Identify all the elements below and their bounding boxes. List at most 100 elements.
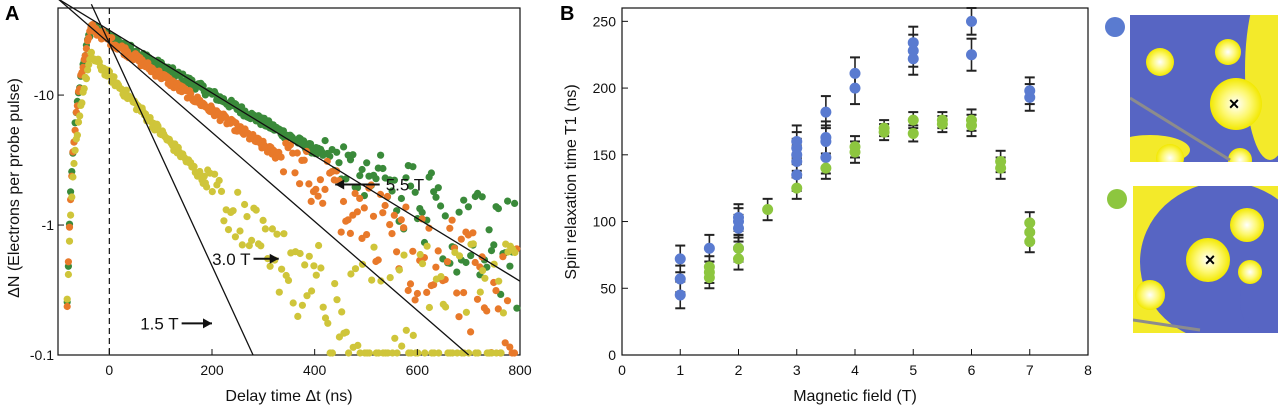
panel-a-point-1-213 bbox=[333, 167, 341, 175]
panel-b-point-1-13 bbox=[907, 114, 919, 126]
panel-a-point-1-193 bbox=[286, 141, 294, 149]
panel-a-point-1-239 bbox=[393, 248, 401, 256]
panel-a-point-1-285 bbox=[499, 253, 507, 261]
panel-a-point-1-274 bbox=[473, 295, 482, 303]
panel-a-x-tick-label-1: 200 bbox=[200, 362, 224, 378]
panel-a-point-1-268 bbox=[460, 289, 468, 297]
panel-a-point-2-238 bbox=[465, 349, 473, 357]
panel-b-point-1-12 bbox=[907, 127, 919, 139]
panel-a-annotation-2: 1.5 T bbox=[140, 314, 178, 333]
panel-b-y-tick-label-1: 50 bbox=[600, 280, 616, 296]
panel-a-point-2-138 bbox=[234, 188, 242, 196]
panel-a-point-2-139 bbox=[236, 227, 244, 235]
panel-a-ticks: 0 200 400 600 800 -10 -1 -0.1 bbox=[30, 87, 532, 378]
panel-a-point-2-253 bbox=[499, 309, 507, 317]
panel-a-point-2-134 bbox=[224, 226, 233, 234]
panel-a-point-1-0 bbox=[63, 302, 71, 311]
panel-a-point-2-53 bbox=[122, 86, 130, 94]
panel-a-point-1-287 bbox=[503, 297, 512, 305]
panel-b-point-1-21 bbox=[1024, 226, 1036, 238]
panel-a-point-1-273 bbox=[471, 258, 479, 267]
panel-a-point-2-9 bbox=[73, 131, 81, 139]
panel-a-point-0-262 bbox=[397, 194, 405, 203]
panel-a-fit-line-1 bbox=[58, 0, 470, 356]
panel-a-point-2-15 bbox=[80, 85, 88, 93]
panel-a-point-2-149 bbox=[259, 216, 267, 224]
panel-a-point-0-279 bbox=[437, 202, 445, 210]
panel-a-point-2-192 bbox=[358, 260, 367, 268]
panel-b-point-1-15 bbox=[936, 114, 948, 126]
panel-a-point-2-175 bbox=[319, 303, 327, 311]
panel-a-point-2-217 bbox=[416, 250, 424, 259]
panel-a-point-2-258 bbox=[511, 248, 519, 257]
panel-a-point-2-3 bbox=[67, 211, 75, 219]
panel-a-point-2-187 bbox=[347, 270, 355, 278]
panel-a-point-2-158 bbox=[280, 230, 288, 238]
panel-a-y-tick-label-2: -0.1 bbox=[30, 347, 54, 363]
panel-a-point-2-137 bbox=[231, 233, 239, 241]
panel-a-point-1-17 bbox=[82, 45, 90, 53]
panel-a-annotations: 5.5 T 3.0 T 1.5 T bbox=[140, 176, 424, 334]
panel-a-arrowhead-1 bbox=[269, 253, 279, 264]
panel-a-point-1-197 bbox=[296, 180, 304, 188]
panel-a-point-0-308 bbox=[504, 197, 512, 205]
panel-b-point-1-5 bbox=[762, 204, 774, 216]
panel-a-point-2-169 bbox=[305, 252, 313, 260]
panel-a-point-2-183 bbox=[338, 308, 346, 316]
panel-a-point-2-157 bbox=[278, 265, 286, 273]
panel-a-point-2-11 bbox=[76, 112, 84, 120]
panel-a-point-0-290 bbox=[462, 258, 470, 267]
panel-a-point-1-283 bbox=[494, 305, 502, 313]
panel-a-point-2-127 bbox=[208, 188, 216, 196]
panel-a-point-1-208 bbox=[321, 185, 329, 193]
panel-a-point-0-302 bbox=[490, 241, 498, 249]
panel-b-point-1-4 bbox=[733, 242, 744, 254]
panel-a-point-2-180 bbox=[331, 280, 339, 288]
panel-a-point-0-309 bbox=[506, 262, 514, 270]
panel-a-point-2-128 bbox=[211, 170, 219, 178]
green-dot-marker bbox=[1107, 189, 1127, 209]
panel-a-y-tick-label-1: -1 bbox=[42, 217, 55, 233]
panel-b-point-0-19 bbox=[907, 53, 919, 65]
panel-a-point-2-200 bbox=[377, 277, 385, 285]
panel-a-point-2-42 bbox=[110, 73, 118, 81]
panel-b-y-title: Spin relaxation time T1 (ns) bbox=[563, 84, 580, 279]
panel-a-point-1-255 bbox=[430, 281, 438, 289]
panel-a-fit-line-0 bbox=[58, 0, 521, 282]
panel-b-points bbox=[674, 7, 1036, 310]
panel-a-point-2-172 bbox=[312, 271, 320, 279]
panel-a-point-0-292 bbox=[467, 252, 475, 260]
panel-a-point-2-210 bbox=[400, 251, 408, 259]
panel-a-x-tick-label-0: 0 bbox=[105, 362, 113, 378]
panel-a-point-2-17 bbox=[82, 75, 90, 83]
panel-a-point-1-222 bbox=[353, 208, 361, 216]
panel-a-point-1-202 bbox=[307, 197, 315, 205]
panel-a-point-0-253 bbox=[377, 151, 385, 159]
panel-b-point-1-3 bbox=[733, 253, 744, 265]
panel-a-point-1-266 bbox=[455, 313, 463, 321]
panel-b-point-0-0 bbox=[674, 289, 686, 301]
panel-a-point-0-264 bbox=[402, 174, 410, 182]
panel-b-x-tick-label-2: 2 bbox=[735, 362, 743, 378]
panel-a-point-0-251 bbox=[372, 175, 380, 183]
panel-a-point-2-122 bbox=[200, 172, 208, 180]
panel-a-point-2-130 bbox=[215, 176, 223, 185]
panel-b-point-0-25 bbox=[1024, 85, 1036, 97]
panel-a-point-1-242 bbox=[400, 224, 408, 232]
panel-a-point-1-272 bbox=[469, 229, 477, 237]
panel-a-point-0-258 bbox=[388, 187, 396, 195]
panel-a-point-2-4 bbox=[68, 193, 76, 201]
panel-b-letter: B bbox=[560, 3, 574, 25]
panel-a-point-2-2 bbox=[65, 237, 74, 245]
panel-a-point-2-226 bbox=[437, 273, 445, 281]
panel-a-point-0-267 bbox=[409, 163, 417, 171]
panel-b-point-0-1 bbox=[674, 273, 686, 285]
panel-a-point-1-248 bbox=[413, 289, 421, 298]
panel-a-point-0-271 bbox=[418, 208, 426, 217]
panel-a-point-1-204 bbox=[312, 185, 320, 193]
panel-a-point-2-160 bbox=[284, 276, 293, 284]
panel-b-point-0-8 bbox=[791, 169, 803, 181]
panel-a-point-2-164 bbox=[294, 312, 302, 320]
panel-a-point-0-289 bbox=[460, 196, 468, 204]
panel-a-point-0-311 bbox=[510, 199, 519, 207]
